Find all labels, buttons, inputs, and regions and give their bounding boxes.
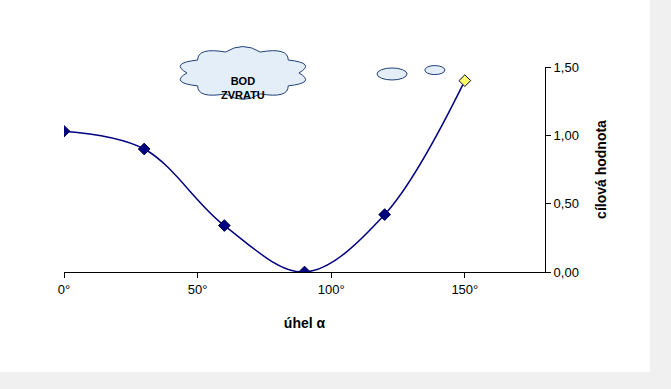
svg-text:úhel α: úhel α	[284, 315, 326, 331]
svg-text:1,00: 1,00	[554, 128, 579, 143]
svg-text:BODZVRATU: BODZVRATU	[221, 75, 265, 101]
svg-text:100°: 100°	[318, 282, 345, 297]
svg-text:0,00: 0,00	[554, 265, 579, 280]
svg-text:0°: 0°	[58, 282, 70, 297]
svg-text:150°: 150°	[451, 282, 478, 297]
svg-text:0,50: 0,50	[554, 196, 579, 211]
svg-text:cílová hodnota: cílová hodnota	[593, 120, 609, 219]
svg-text:1,50: 1,50	[554, 60, 579, 75]
svg-text:50°: 50°	[188, 282, 208, 297]
